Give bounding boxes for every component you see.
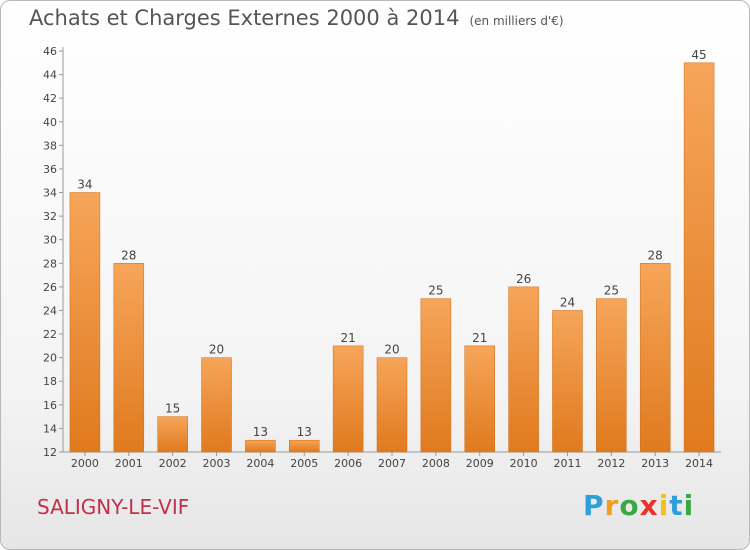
bar	[376, 357, 408, 453]
bar-value-label: 13	[253, 425, 268, 439]
bar	[201, 357, 232, 453]
bar-value-label: 26	[516, 272, 531, 286]
x-tick-label: 2008	[422, 457, 450, 470]
location-name: SALIGNY-LE-VIF	[37, 495, 190, 519]
y-tick-label: 16	[43, 399, 57, 412]
bar	[157, 416, 188, 453]
y-tick-label: 30	[43, 234, 57, 247]
y-tick-label: 42	[43, 92, 57, 105]
x-tick-label: 2009	[466, 457, 494, 470]
chart-unit: (en milliers d'€)	[469, 14, 564, 28]
y-tick-label: 40	[43, 116, 57, 129]
y-tick-label: 14	[43, 422, 57, 435]
proxiti-logo: Proxiti	[583, 489, 694, 522]
logo-letter: i	[658, 489, 670, 522]
y-tick-label: 46	[43, 45, 57, 58]
y-tick-label: 26	[43, 281, 57, 294]
bar	[464, 345, 495, 453]
bar-value-label: 25	[604, 284, 619, 298]
bar	[639, 263, 671, 453]
logo-letter: i	[683, 489, 695, 522]
bar-value-label: 28	[121, 248, 136, 262]
logo-letter: P	[583, 489, 605, 522]
x-tick-label: 2002	[159, 457, 187, 470]
y-tick-label: 36	[43, 163, 57, 176]
bar	[508, 286, 539, 453]
x-tick-label: 2004	[246, 457, 274, 470]
bar	[552, 310, 583, 453]
y-tick-label: 32	[43, 210, 57, 223]
bar-value-label: 20	[209, 343, 224, 357]
bar	[113, 263, 145, 453]
bar	[683, 62, 715, 453]
y-tick-label: 18	[43, 375, 57, 388]
y-tick-label: 24	[43, 304, 57, 317]
x-tick-label: 2000	[71, 457, 99, 470]
bar-value-label: 45	[691, 48, 706, 62]
bars: 34 28 15 20 13 13 21 20 25 21 26 24 25 28 45	[69, 48, 715, 453]
bar	[245, 439, 276, 453]
y-tick-label: 12	[43, 446, 57, 459]
x-tick-label: 2013	[641, 457, 669, 470]
chart-title-text: Achats et Charges Externes 2000 à 2014	[29, 6, 460, 30]
axes: 12 14 16 18 20 22 24 26 28 30 32 34 36 38 40 42 44 46 2000…	[43, 45, 721, 470]
x-tick-label: 2007	[378, 457, 406, 470]
bar-value-label: 24	[560, 295, 575, 309]
bar-value-label: 20	[384, 343, 399, 357]
bar	[596, 298, 627, 453]
y-tick-label: 22	[43, 328, 57, 341]
bar	[69, 192, 101, 453]
x-tick-label: 2005	[290, 457, 318, 470]
x-tick-label: 2003	[203, 457, 231, 470]
y-tick-label: 44	[43, 69, 57, 82]
logo-letter: t	[669, 489, 684, 522]
x-tick-label: 2014	[685, 457, 713, 470]
x-tick-label: 2006	[334, 457, 362, 470]
y-tick-label: 34	[43, 187, 57, 200]
y-tick-label: 20	[43, 352, 57, 365]
bar-value-label: 25	[428, 284, 443, 298]
bar-value-label: 21	[340, 331, 355, 345]
logo-letter: r	[604, 489, 620, 522]
y-tick-label: 28	[43, 257, 57, 270]
bar-value-label: 34	[77, 178, 92, 192]
logo-letter: x	[639, 489, 659, 522]
bar	[420, 298, 452, 453]
y-tick-label: 38	[43, 139, 57, 152]
x-tick-label: 2010	[510, 457, 538, 470]
bar-value-label: 15	[165, 402, 180, 416]
bar	[332, 345, 364, 453]
chart-title: Achats et Charges Externes 2000 à 2014 (e…	[29, 6, 564, 30]
logo-letter: o	[619, 489, 640, 522]
bar	[289, 439, 320, 453]
bar-value-label: 21	[472, 331, 487, 345]
bar-value-label: 28	[648, 248, 663, 262]
x-tick-label: 2011	[553, 457, 581, 470]
x-tick-label: 2012	[597, 457, 625, 470]
x-tick-label: 2001	[115, 457, 143, 470]
bar-value-label: 13	[297, 425, 312, 439]
